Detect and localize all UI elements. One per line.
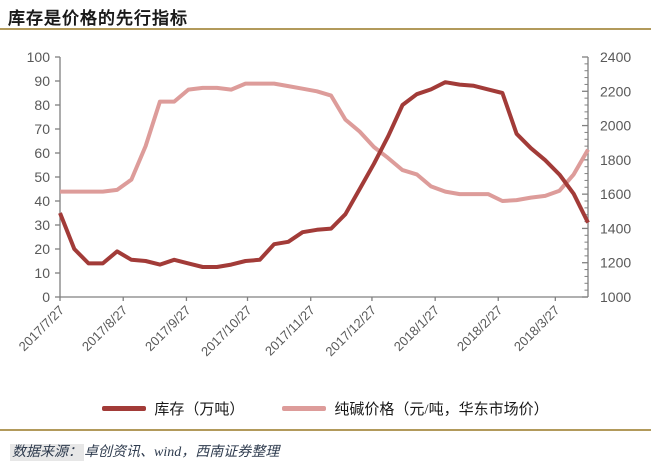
svg-text:2200: 2200 (600, 83, 631, 99)
title-divider (0, 28, 651, 30)
svg-text:2000: 2000 (600, 118, 631, 134)
svg-text:2017/12/27: 2017/12/27 (322, 303, 379, 360)
data-source-note: 数据来源： 卓创资讯、wind，西南证券整理 (10, 441, 640, 461)
svg-text:2400: 2400 (600, 49, 631, 65)
data-source-text: 卓创资讯、wind，西南证券整理 (84, 445, 280, 460)
legend-item-inventory: 库存（万吨） (102, 398, 244, 419)
svg-text:1000: 1000 (600, 289, 631, 305)
chart-legend: 库存（万吨） 纯碱价格（元/吨，华东市场价） (0, 398, 651, 419)
svg-text:30: 30 (34, 217, 50, 233)
svg-text:80: 80 (34, 97, 50, 113)
svg-text:2017/8/27: 2017/8/27 (79, 303, 131, 355)
footer-divider (0, 429, 651, 431)
svg-text:0: 0 (42, 289, 50, 305)
svg-text:1600: 1600 (600, 186, 631, 202)
svg-text:1400: 1400 (600, 220, 631, 236)
svg-text:2017/10/27: 2017/10/27 (198, 303, 255, 360)
svg-text:90: 90 (34, 73, 50, 89)
svg-text:2018/1/27: 2018/1/27 (391, 303, 443, 355)
legend-label-price: 纯碱价格（元/吨，华东市场价） (334, 402, 549, 418)
svg-text:70: 70 (34, 121, 50, 137)
legend-item-price: 纯碱价格（元/吨，华东市场价） (282, 398, 549, 419)
svg-text:60: 60 (34, 145, 50, 161)
line-chart: 1009080706050403020100240022002000180016… (16, 49, 632, 360)
svg-text:2017/7/27: 2017/7/27 (16, 303, 68, 355)
svg-text:2018/2/27: 2018/2/27 (454, 303, 506, 355)
svg-text:10: 10 (34, 265, 50, 281)
svg-text:2017/11/27: 2017/11/27 (262, 303, 318, 359)
svg-text:100: 100 (27, 49, 51, 65)
page-title: 库存是价格的先行指标 (8, 9, 188, 28)
inventory-line-swatch (102, 406, 147, 411)
svg-text:2018/3/27: 2018/3/27 (511, 303, 563, 355)
svg-text:1800: 1800 (600, 152, 631, 168)
svg-text:1200: 1200 (600, 255, 631, 271)
data-source-prefix: 数据来源： (10, 444, 84, 461)
legend-label-inventory: 库存（万吨） (154, 402, 245, 418)
svg-text:2017/9/27: 2017/9/27 (142, 303, 194, 355)
price-line-swatch (282, 406, 327, 411)
svg-text:20: 20 (34, 241, 50, 257)
svg-text:40: 40 (34, 193, 50, 209)
svg-text:50: 50 (34, 169, 50, 185)
